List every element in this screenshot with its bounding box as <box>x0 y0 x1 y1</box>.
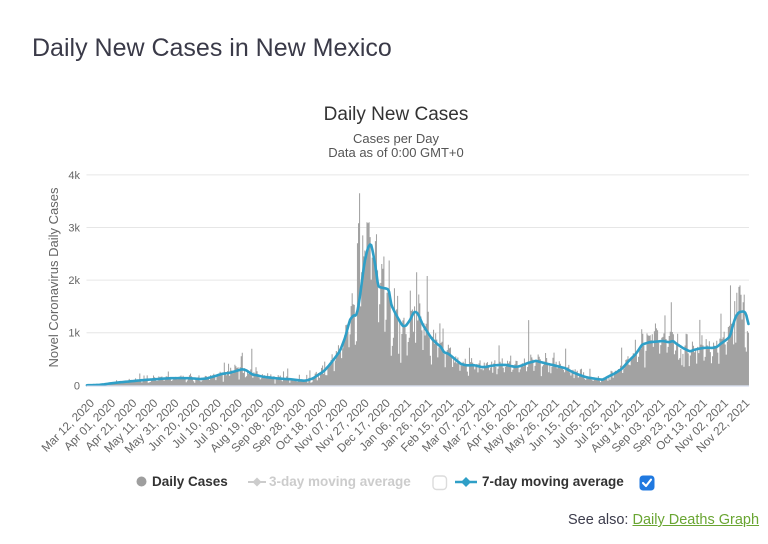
svg-text:Cases per Day: Cases per Day <box>353 131 439 146</box>
svg-text:1k: 1k <box>68 328 80 340</box>
svg-text:2k: 2k <box>68 275 80 287</box>
svg-text:Daily New Cases: Daily New Cases <box>324 104 469 125</box>
svg-text:Novel Coronavirus Daily Cases: Novel Coronavirus Daily Cases <box>46 187 61 367</box>
svg-text:3k: 3k <box>68 223 80 235</box>
svg-text:0: 0 <box>74 380 80 392</box>
svg-text:Data as of 0:00 GMT+0: Data as of 0:00 GMT+0 <box>328 145 463 160</box>
svg-text:4k: 4k <box>68 170 80 182</box>
